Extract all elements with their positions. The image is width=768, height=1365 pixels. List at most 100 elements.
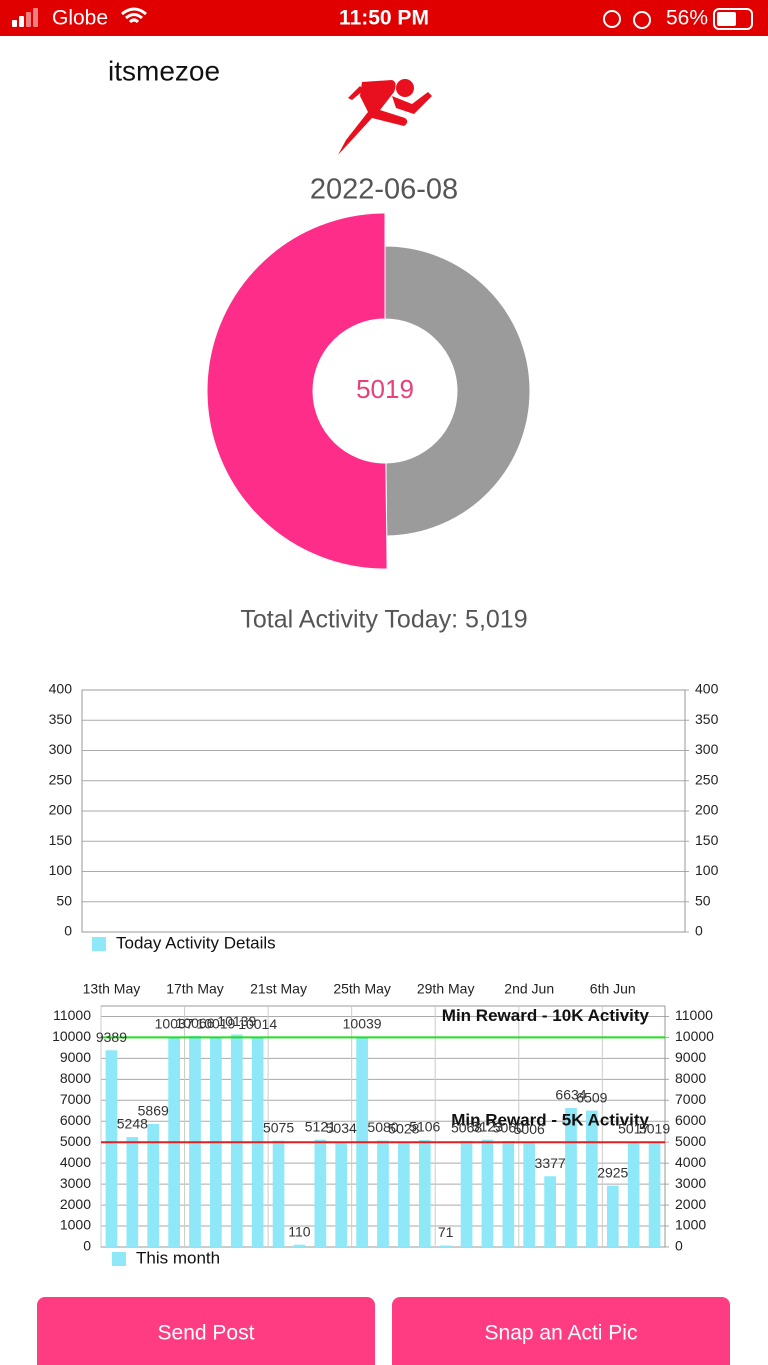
y2-tick-label: 6000 [675, 1112, 706, 1128]
y2-tick-label: 8000 [675, 1070, 706, 1086]
y-tick-label: 350 [49, 711, 73, 727]
y-tick-label: 2000 [60, 1196, 91, 1212]
bar [502, 1140, 515, 1247]
bar [398, 1141, 410, 1247]
y-tick-label: 9000 [60, 1049, 91, 1065]
donut-slice [206, 212, 388, 570]
y-tick-label: 6000 [60, 1112, 91, 1128]
bar [439, 1245, 452, 1247]
value-label: 6634 [555, 1087, 586, 1103]
bar [293, 1244, 306, 1247]
y2-tick-label: 4000 [675, 1154, 706, 1170]
bar [606, 1185, 619, 1247]
clock: 11:50 PM [339, 7, 429, 30]
battery-icon [713, 8, 753, 30]
y-tick-label: 3000 [60, 1175, 91, 1191]
bar [105, 1050, 118, 1247]
donut-slice [384, 245, 531, 537]
value-label: 10019 [196, 1016, 235, 1032]
value-label: 5017 [618, 1121, 649, 1137]
value-label: 10066 [176, 1015, 215, 1031]
plot-frame [81, 689, 686, 933]
snap-pic-label[interactable]: Snap an Acti Pic [485, 1322, 638, 1345]
value-label: 6509 [576, 1089, 607, 1105]
y-tick-label: 11000 [53, 1007, 91, 1023]
bar [147, 1124, 160, 1247]
y2-tick-label: 0 [675, 1238, 683, 1254]
value-label: 3377 [535, 1155, 566, 1171]
value-label: 10039 [343, 1015, 382, 1031]
value-label: 5248 [117, 1116, 148, 1132]
value-label: 5080 [367, 1119, 398, 1135]
y2-tick-label: 150 [695, 832, 719, 848]
y-tick-label: 8000 [60, 1070, 91, 1086]
y2-tick-label: 3000 [675, 1175, 706, 1191]
x-tick-label: 29th May [417, 981, 475, 997]
bar [335, 1141, 348, 1247]
bar [377, 1140, 389, 1247]
y2-tick-label: 11000 [675, 1007, 713, 1023]
y-tick-label: 4000 [60, 1154, 91, 1170]
value-label: 5034 [326, 1120, 357, 1136]
bar [230, 1034, 243, 1247]
alarm-icon [633, 11, 651, 29]
battery-fill [717, 12, 736, 26]
y2-tick-label: 1000 [675, 1217, 706, 1233]
bar [565, 1107, 577, 1247]
y2-tick-label: 5000 [675, 1133, 706, 1149]
value-label: 10139 [217, 1013, 256, 1029]
y2-tick-label: 350 [695, 711, 719, 727]
lock-icon [603, 10, 621, 28]
snap-pic-button[interactable] [392, 1297, 730, 1365]
bar [627, 1141, 640, 1247]
x-tick-label: 2nd Jun [504, 981, 554, 997]
y-tick-label: 0 [83, 1238, 91, 1254]
y-tick-label: 250 [49, 771, 73, 787]
y-tick-label: 5000 [60, 1133, 91, 1149]
username: itsmezoe [108, 55, 220, 86]
y-tick-label: 400 [49, 681, 73, 697]
legend-label: This month [136, 1248, 220, 1267]
bar [314, 1139, 327, 1247]
y2-tick-label: 250 [695, 771, 719, 787]
value-label: 5068 [451, 1119, 482, 1135]
value-label: 5123 [472, 1118, 503, 1134]
bar [126, 1137, 139, 1247]
bar [481, 1139, 494, 1247]
total-activity: Total Activity Today: 5,019 [240, 606, 527, 634]
send-post-button[interactable] [37, 1297, 375, 1365]
value-label: 71 [438, 1224, 454, 1240]
y2-tick-label: 200 [695, 802, 719, 818]
bar [523, 1142, 536, 1247]
bar [648, 1141, 661, 1247]
battery-level: 56% [666, 7, 708, 30]
value-label: 5006 [514, 1121, 545, 1137]
y-tick-label: 300 [49, 741, 73, 757]
y2-tick-label: 9000 [675, 1049, 706, 1065]
y2-tick-label: 400 [695, 681, 719, 697]
reference-label: Min Reward - 10K Activity [442, 1006, 650, 1025]
x-tick-label: 17th May [166, 981, 224, 997]
send-post-label[interactable]: Send Post [158, 1322, 255, 1345]
reference-label: Min Reward - 5K Activity [451, 1111, 649, 1130]
value-label: 5060 [493, 1120, 524, 1136]
x-tick-label: 13th May [83, 981, 141, 997]
y2-tick-label: 300 [695, 741, 719, 757]
bar [272, 1140, 285, 1247]
value-label: 5106 [409, 1119, 440, 1135]
runner-icon [338, 79, 432, 155]
y-tick-label: 0 [64, 923, 72, 939]
y2-tick-label: 100 [695, 862, 719, 878]
value-label: 10014 [238, 1016, 277, 1032]
y-tick-label: 200 [49, 802, 73, 818]
value-label: 110 [288, 1223, 311, 1239]
wifi-icon [121, 7, 147, 24]
x-tick-label: 6th Jun [590, 981, 636, 997]
y-tick-label: 1000 [60, 1217, 91, 1233]
value-label: 5121 [305, 1118, 336, 1134]
bar [544, 1176, 556, 1247]
y2-tick-label: 50 [695, 892, 711, 908]
value-label: 5028 [388, 1120, 419, 1136]
